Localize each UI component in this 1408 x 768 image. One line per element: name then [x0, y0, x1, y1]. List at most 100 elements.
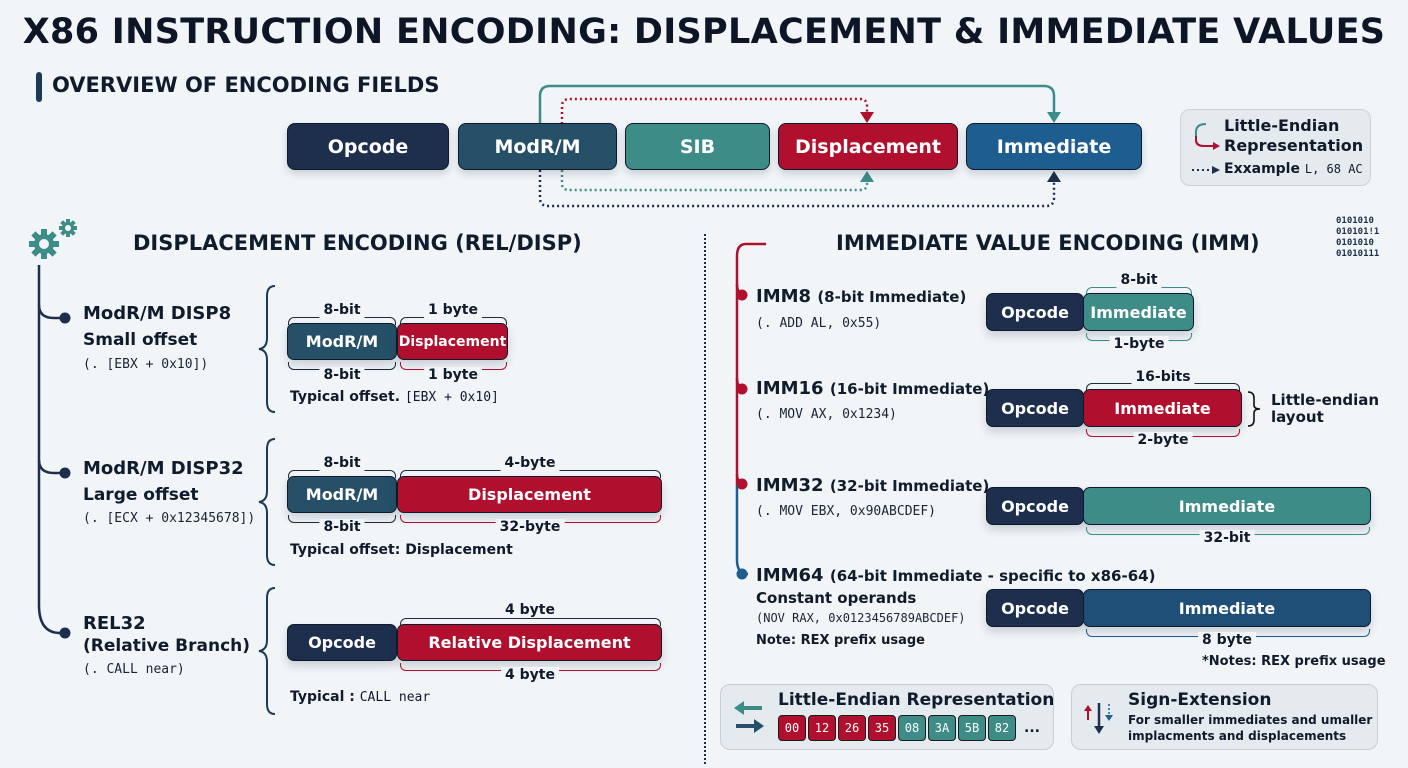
- sign-extension-desc: For smaller immediates and umaller impla…: [1128, 712, 1372, 744]
- imm16-name: IMM16: [756, 378, 824, 399]
- imm8-name: IMM8: [756, 286, 812, 307]
- byte-cell: 82: [988, 715, 1016, 741]
- imm32-immediate-box: Immediate: [1083, 487, 1371, 525]
- disp32-subtitle: Large offset: [83, 485, 199, 505]
- disp32-modrm-box: ModR/M: [287, 476, 397, 513]
- binary-line: 01010111: [1336, 249, 1380, 259]
- overview-arrows: [538, 84, 1061, 208]
- rel32-opcode-box: Opcode: [287, 624, 397, 661]
- disp32-top-label-1: 8-bit: [319, 455, 365, 471]
- disp32-code: (. [ECX + 0x12345678]): [83, 511, 256, 526]
- binary-line: 0101010: [1336, 238, 1374, 248]
- imm32-title: IMM32 (32-bit Immediate): [756, 475, 989, 496]
- imm8-opcode-box: Opcode: [986, 293, 1084, 331]
- binary-line: 0101010: [1336, 216, 1374, 226]
- curly-brace-icon: [258, 587, 276, 715]
- disp32-bot-label-1: 8-bit: [319, 519, 365, 535]
- section-accent-bar: [36, 72, 42, 102]
- imm16-immediate-box: Immediate: [1083, 389, 1242, 427]
- swap-arrows-icon: [734, 701, 764, 733]
- imm16-title: IMM16 (16-bit Immediate): [756, 378, 989, 399]
- sign-extension-line: For smaller immediates and umaller: [1128, 713, 1373, 727]
- side-note-line: Little-endian: [1271, 391, 1380, 409]
- disp8-title: ModR/M DISP8: [83, 303, 232, 324]
- imm16-code: (. MOV AX, 0x1234): [756, 407, 897, 422]
- byte-strip: 00 12 26 35 08 3A 5B 82 ...: [778, 715, 1040, 741]
- imm64-code: (NOV RAX, 0x0123456789ABCDEF): [756, 611, 966, 625]
- imm64-immediate-box: Immediate: [1083, 589, 1371, 627]
- legend-example: Exxample L, 68 AC: [1224, 161, 1363, 177]
- field-opcode: Opcode: [287, 123, 449, 170]
- byte-cell: 35: [868, 715, 896, 741]
- return-arrow-icon: [1192, 123, 1220, 174]
- binary-line: 010101!1: [1336, 227, 1380, 237]
- disp8-caption: Typical offset. [EBX + 0x10]: [290, 389, 499, 405]
- legend-line2: Representation: [1224, 136, 1364, 155]
- imm16-desc: (16-bit Immediate): [829, 380, 990, 398]
- rel32-top-label: 4 byte: [501, 602, 559, 618]
- imm8-title: IMM8 (8-bit Immediate): [756, 286, 966, 307]
- imm32-opcode-box: Opcode: [986, 487, 1084, 525]
- disp8-displacement-box: Displacement: [397, 323, 508, 360]
- imm64-subtitle: Constant operands: [756, 589, 917, 607]
- disp32-displacement-box: Displacement: [397, 476, 662, 513]
- byte-cell: 5B: [958, 715, 986, 741]
- imm64-opcode-box: Opcode: [986, 589, 1084, 627]
- right-brace-icon: [1247, 391, 1261, 427]
- sign-extension-line: implacments and displacements: [1128, 729, 1347, 743]
- disp32-bot-label-2: 32-byte: [495, 519, 565, 535]
- imm32-desc: (32-bit Immediate): [829, 477, 990, 495]
- disp32-caption: Typical offset: Displacement: [290, 542, 513, 558]
- imm8-bot-label: 1-byte: [1109, 336, 1169, 352]
- imm32-code: (. MOV EBX, 0x90ABCDEF): [756, 504, 937, 519]
- sign-extension-arrows-icon: [1084, 703, 1113, 734]
- imm16-opcode-box: Opcode: [986, 389, 1084, 427]
- legend-example-label: Exxample: [1224, 161, 1300, 177]
- field-sib: SIB: [625, 123, 770, 170]
- disp8-bot-label-2: 1 byte: [424, 367, 482, 383]
- byte-cell: 00: [778, 715, 806, 741]
- imm8-desc: (8-bit Immediate): [817, 288, 967, 306]
- rel32-reldisp-box: Relative Displacement: [397, 624, 662, 661]
- imm64-name: IMM64: [756, 565, 824, 586]
- binary-decoration: 0101010 010101!1 0101010 01010111: [1336, 216, 1379, 260]
- immediate-tree: [735, 242, 766, 580]
- rel32-caption-code: CALL near: [359, 690, 431, 705]
- displacement-tree: [37, 265, 71, 639]
- imm64-bot-label: 8 byte: [1198, 632, 1256, 648]
- disp8-subtitle: Small offset: [83, 330, 198, 350]
- curly-brace-icon: [258, 438, 276, 566]
- rel32-bot-label: 4 byte: [501, 667, 559, 683]
- disp32-title: ModR/M DISP32: [83, 458, 244, 479]
- legend-example-value: L, 68 AC: [1304, 162, 1363, 176]
- byte-cell: 3A: [928, 715, 956, 741]
- gears-icon: [29, 219, 77, 259]
- disp8-modrm-box: ModR/M: [287, 323, 397, 360]
- rel32-caption-text: Typical :: [290, 689, 355, 705]
- rel32-subtitle: (Relative Branch): [83, 636, 251, 656]
- imm32-name: IMM32: [756, 475, 824, 496]
- immediate-heading: IMMEDIATE VALUE ENCODING (IMM): [836, 231, 1260, 255]
- field-displacement: Displacement: [778, 123, 958, 170]
- imm64-desc: (64-bit Immediate - specific to x86-64): [829, 567, 1156, 585]
- side-note-line: layout: [1271, 408, 1324, 426]
- section-title: OVERVIEW OF ENCODING FIELDS: [52, 73, 440, 97]
- imm8-top-label: 8-bit: [1116, 272, 1162, 288]
- field-modrm: ModR/M: [458, 123, 617, 170]
- imm16-bot-label: 2-byte: [1133, 432, 1193, 448]
- byte-cell: 12: [808, 715, 836, 741]
- disp32-top-label-2: 4-byte: [500, 455, 560, 471]
- rel32-code: (. CALL near): [83, 662, 185, 677]
- disp8-top-label-2: 1 byte: [424, 302, 482, 318]
- displacement-heading: DISPLACEMENT ENCODING (REL/DISP): [133, 231, 582, 255]
- legend-card: [1180, 109, 1371, 186]
- disp8-code: (. [EBX + 0x10]): [83, 357, 209, 372]
- disp8-caption-text: Typical offset.: [290, 389, 401, 405]
- imm16-side-note: Little-endian layout: [1271, 392, 1379, 426]
- imm8-immediate-box: Immediate: [1083, 293, 1194, 331]
- field-immediate: Immediate: [966, 123, 1142, 170]
- rel32-caption: Typical : CALL near: [290, 689, 430, 705]
- legend-line1: Little-Endian: [1224, 116, 1340, 135]
- imm32-bot-label: 32-bit: [1199, 530, 1255, 546]
- sign-extension-card: [1071, 684, 1378, 750]
